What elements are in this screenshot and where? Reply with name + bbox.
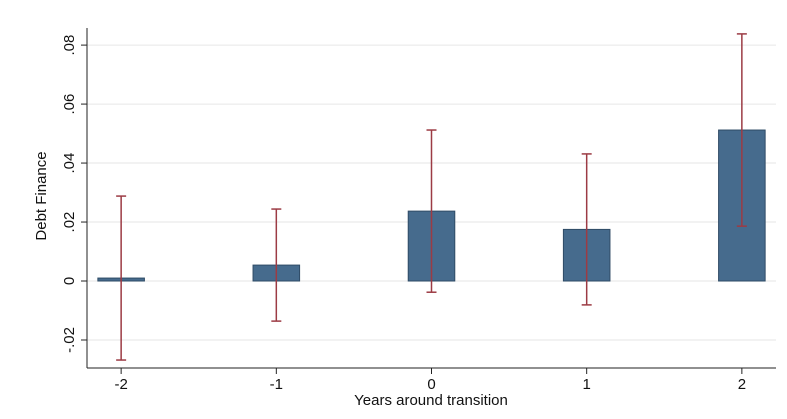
x-tick-label: 2 [738, 376, 746, 393]
y-tick-label: .08 [61, 35, 78, 56]
y-axis-label: Debt Finance [33, 151, 50, 240]
x-tick-label: -2 [114, 376, 127, 393]
x-axis-label: Years around transition [354, 392, 508, 409]
y-tick-label: .04 [61, 153, 78, 174]
x-tick-label: 0 [427, 376, 435, 393]
y-tick-label: 0 [61, 277, 78, 285]
x-tick-label: 1 [583, 376, 591, 393]
y-tick-label: .06 [61, 94, 78, 115]
x-tick-label: -1 [270, 376, 283, 393]
y-tick-label: .02 [61, 212, 78, 233]
y-tick-label: -.02 [61, 327, 78, 353]
